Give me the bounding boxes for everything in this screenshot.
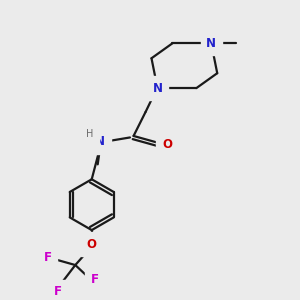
Text: O: O [162,138,172,152]
Text: N: N [206,37,216,50]
Text: H: H [86,129,93,139]
Text: F: F [91,274,99,286]
Text: N: N [152,82,163,94]
Text: F: F [54,285,62,298]
Text: N: N [95,135,105,148]
Text: O: O [87,238,97,250]
Text: F: F [44,251,52,264]
